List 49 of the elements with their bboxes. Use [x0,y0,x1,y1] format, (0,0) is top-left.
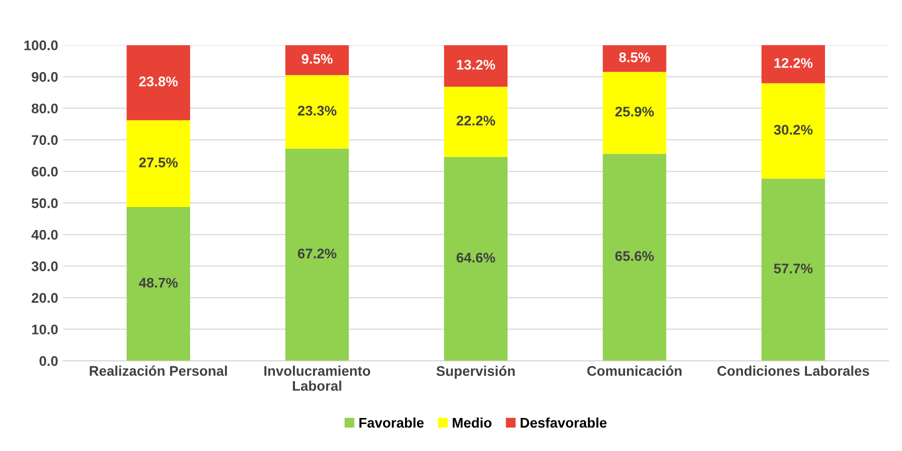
bar [285,75,349,149]
bar [602,154,666,361]
data-label: 30.2% [774,124,813,135]
x-tick-label: Realización Personal [90,366,227,376]
data-label: 23.8% [139,76,178,86]
data-label: 25.9% [615,106,654,117]
y-tick-label: 50.0 [32,198,58,208]
y-tick-label: 30.0 [32,261,58,272]
bar [444,45,508,87]
bar [761,83,825,179]
data-label: 22.2% [456,116,496,126]
bar [285,148,349,361]
y-tick-label: 70.0 [32,135,58,145]
bar [285,45,349,76]
data-label: 27.5% [139,158,178,168]
y-tick-label: 20.0 [32,292,58,303]
x-tick-label: Supervisión [436,366,515,379]
bar [126,45,190,120]
x-tick-label: Involucramiento Laboral [264,366,370,391]
data-label: 12.2% [774,58,813,68]
y-tick-label: 80.0 [32,104,58,114]
y-tick-label: 100.0 [24,40,58,50]
y-tick-label: 90.0 [32,72,58,82]
data-label: 8.5% [619,52,650,62]
data-label: 57.7% [774,264,813,274]
bar [126,207,190,361]
y-tick-label: 0.0 [40,356,58,366]
legend-label: Favorable [359,418,424,428]
data-label: 48.7% [138,278,178,288]
bar [761,45,825,84]
x-tick-label: Condiciones Laborales [717,366,870,376]
y-tick-label: 10.0 [32,324,58,334]
data-label: 13.2% [456,60,496,70]
bar [602,45,666,72]
legend-label: Desfavorable [520,418,607,428]
data-label: 9.5% [302,54,333,64]
data-label: 67.2% [298,248,336,258]
bar [444,86,508,157]
y-tick-label: 40.0 [31,230,58,240]
data-label: 65.6% [615,251,654,261]
y-tick-label: 60.0 [32,166,58,177]
bar [761,178,825,361]
x-tick-label: Comunicación [587,366,682,376]
data-label: 23.3% [298,106,336,116]
bar [126,120,190,208]
legend-label: Medio [452,418,492,428]
data-label: 64.6% [456,252,496,263]
bar [444,156,508,361]
bar [602,72,666,154]
